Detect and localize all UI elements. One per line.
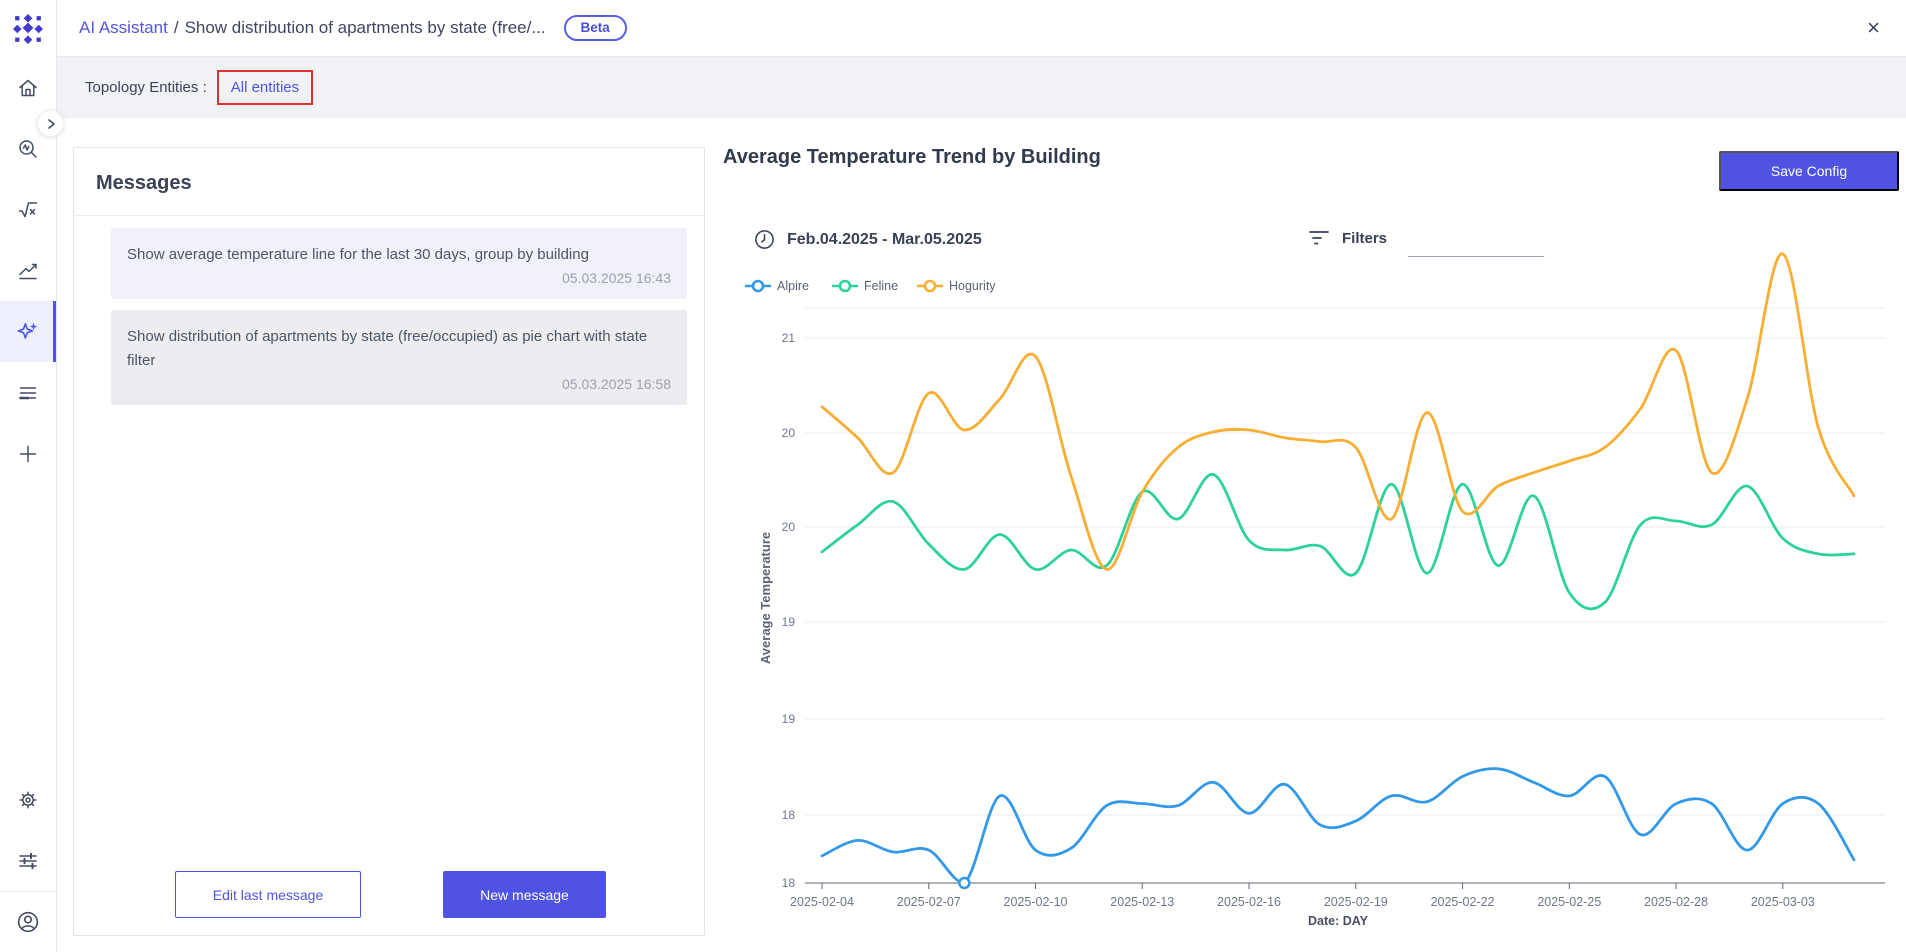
chart-title: Average Temperature Trend by Building: [723, 146, 1101, 168]
y-tick-label: 18: [782, 876, 796, 890]
x-tick-label: 2025-02-22: [1431, 895, 1495, 909]
topology-entities-link[interactable]: All entities: [216, 70, 314, 105]
legend-item-alpire[interactable]: Alpire: [745, 279, 809, 293]
x-tick-label: 2025-03-03: [1751, 895, 1815, 909]
search-waveform-icon: [19, 139, 37, 158]
message-text: Show average temperature line for the la…: [127, 246, 589, 263]
save-config-button[interactable]: Save Config: [1719, 151, 1899, 191]
legend-marker: [751, 279, 765, 293]
y-tick-label: 19: [782, 615, 796, 629]
list-icon: [19, 386, 37, 399]
message-text: Show distribution of apartments by state…: [127, 328, 648, 369]
topology-bar: Topology Entities : All entities: [57, 57, 1906, 118]
sidebar-item-trends[interactable]: [0, 240, 56, 301]
breadcrumb-page-title: Show distribution of apartments by state…: [184, 18, 546, 37]
date-range-text: Feb.04.2025 - Mar.05.2025: [787, 230, 982, 248]
sidebar-expand-button[interactable]: [37, 110, 64, 137]
x-tick-label: 2025-02-16: [1217, 895, 1281, 909]
legend-item-feline[interactable]: Feline: [832, 279, 898, 293]
plus-icon: [19, 445, 37, 462]
new-message-button[interactable]: New message: [443, 871, 606, 918]
x-tick-label: 2025-02-25: [1537, 895, 1601, 909]
sidebar-item-ai-assistant[interactable]: [0, 301, 56, 362]
filters-control[interactable]: Filters: [1308, 228, 1387, 248]
sidebar-item-explore[interactable]: [0, 118, 56, 179]
legend-label: Feline: [864, 279, 898, 293]
breadcrumb-separator: /: [173, 18, 179, 37]
y-tick-label: 20: [782, 426, 796, 440]
left-sidebar: [0, 0, 57, 952]
breadcrumb: AI Assistant / Show distribution of apar…: [79, 18, 546, 38]
y-tick-label: 20: [782, 520, 796, 534]
sliders-icon: [19, 852, 37, 869]
sidebar-item-profile[interactable]: [0, 891, 56, 952]
sidebar-item-add[interactable]: [0, 423, 56, 484]
y-tick-label: 18: [782, 808, 796, 822]
trend-chart-icon: [19, 263, 37, 279]
home-icon: [19, 79, 37, 96]
beta-badge: Beta: [563, 15, 627, 41]
message-item[interactable]: Show distribution of apartments by state…: [111, 310, 687, 405]
temperature-chart[interactable]: 21 20 20 19 19 18 18 2025-02-04 2025-02-07 2025-0…: [740, 248, 1900, 948]
sidebar-item-settings[interactable]: [0, 769, 56, 830]
legend-item-hogurity[interactable]: Hogurity: [917, 279, 996, 293]
chevron-right-icon: [47, 118, 55, 129]
x-tick-label: 2025-02-19: [1324, 895, 1388, 909]
x-axis-title: Date: DAY: [1308, 914, 1369, 928]
y-tick-label: 19: [782, 712, 796, 726]
close-icon[interactable]: ×: [1867, 15, 1880, 40]
legend-label: Alpire: [777, 279, 809, 293]
edit-last-message-button[interactable]: Edit last message: [175, 871, 361, 918]
series-line-hogurity[interactable]: [820, 252, 1856, 571]
clock-icon: [755, 230, 774, 249]
sidebar-item-preferences[interactable]: [0, 830, 56, 891]
sidebar-item-home[interactable]: [0, 57, 56, 118]
x-tick-label: 2025-02-04: [790, 895, 854, 909]
sidebar-item-formulas[interactable]: [0, 179, 56, 240]
x-tick-label: 2025-02-07: [897, 895, 961, 909]
filter-lines-icon: [1309, 231, 1329, 245]
y-tick-label: 21: [782, 331, 796, 345]
sqrt-formula-icon: [18, 201, 38, 217]
gear-icon: [19, 790, 37, 809]
x-tick-label: 2025-02-28: [1644, 895, 1708, 909]
topology-label: Topology Entities :: [85, 79, 207, 96]
date-range: Feb.04.2025 - Mar.05.2025: [753, 228, 982, 251]
y-axis-title: Average Temperature: [758, 532, 773, 664]
x-tick-label: 2025-02-13: [1110, 895, 1174, 909]
messages-title: Messages: [74, 148, 704, 216]
breadcrumb-app-link[interactable]: AI Assistant: [79, 18, 168, 37]
filters-label: Filters: [1342, 229, 1388, 247]
legend-marker: [923, 279, 937, 293]
message-timestamp: 05.03.2025 16:58: [562, 375, 671, 392]
legend-label: Hogurity: [949, 279, 996, 293]
sparkles-icon: [17, 322, 37, 339]
series-line-feline[interactable]: [820, 473, 1856, 611]
app-logo[interactable]: [0, 0, 56, 57]
logo-icon: [13, 13, 43, 44]
message-item[interactable]: Show average temperature line for the la…: [111, 228, 687, 300]
sidebar-item-list[interactable]: [0, 362, 56, 423]
messages-list: Show average temperature line for the la…: [74, 216, 704, 405]
user-avatar-icon: [17, 911, 39, 933]
series-line-alpire[interactable]: [820, 767, 1856, 885]
message-timestamp: 05.03.2025 16:43: [562, 270, 671, 287]
legend-marker: [838, 279, 852, 293]
filters-input-underline[interactable]: [1408, 256, 1544, 257]
x-tick-label: 2025-02-10: [1004, 895, 1068, 909]
top-header: AI Assistant / Show distribution of apar…: [57, 0, 1906, 57]
data-point-marker[interactable]: [958, 876, 971, 890]
sidebar-bottom-group: [0, 769, 56, 952]
messages-panel: Messages Show average temperature line f…: [73, 147, 705, 936]
